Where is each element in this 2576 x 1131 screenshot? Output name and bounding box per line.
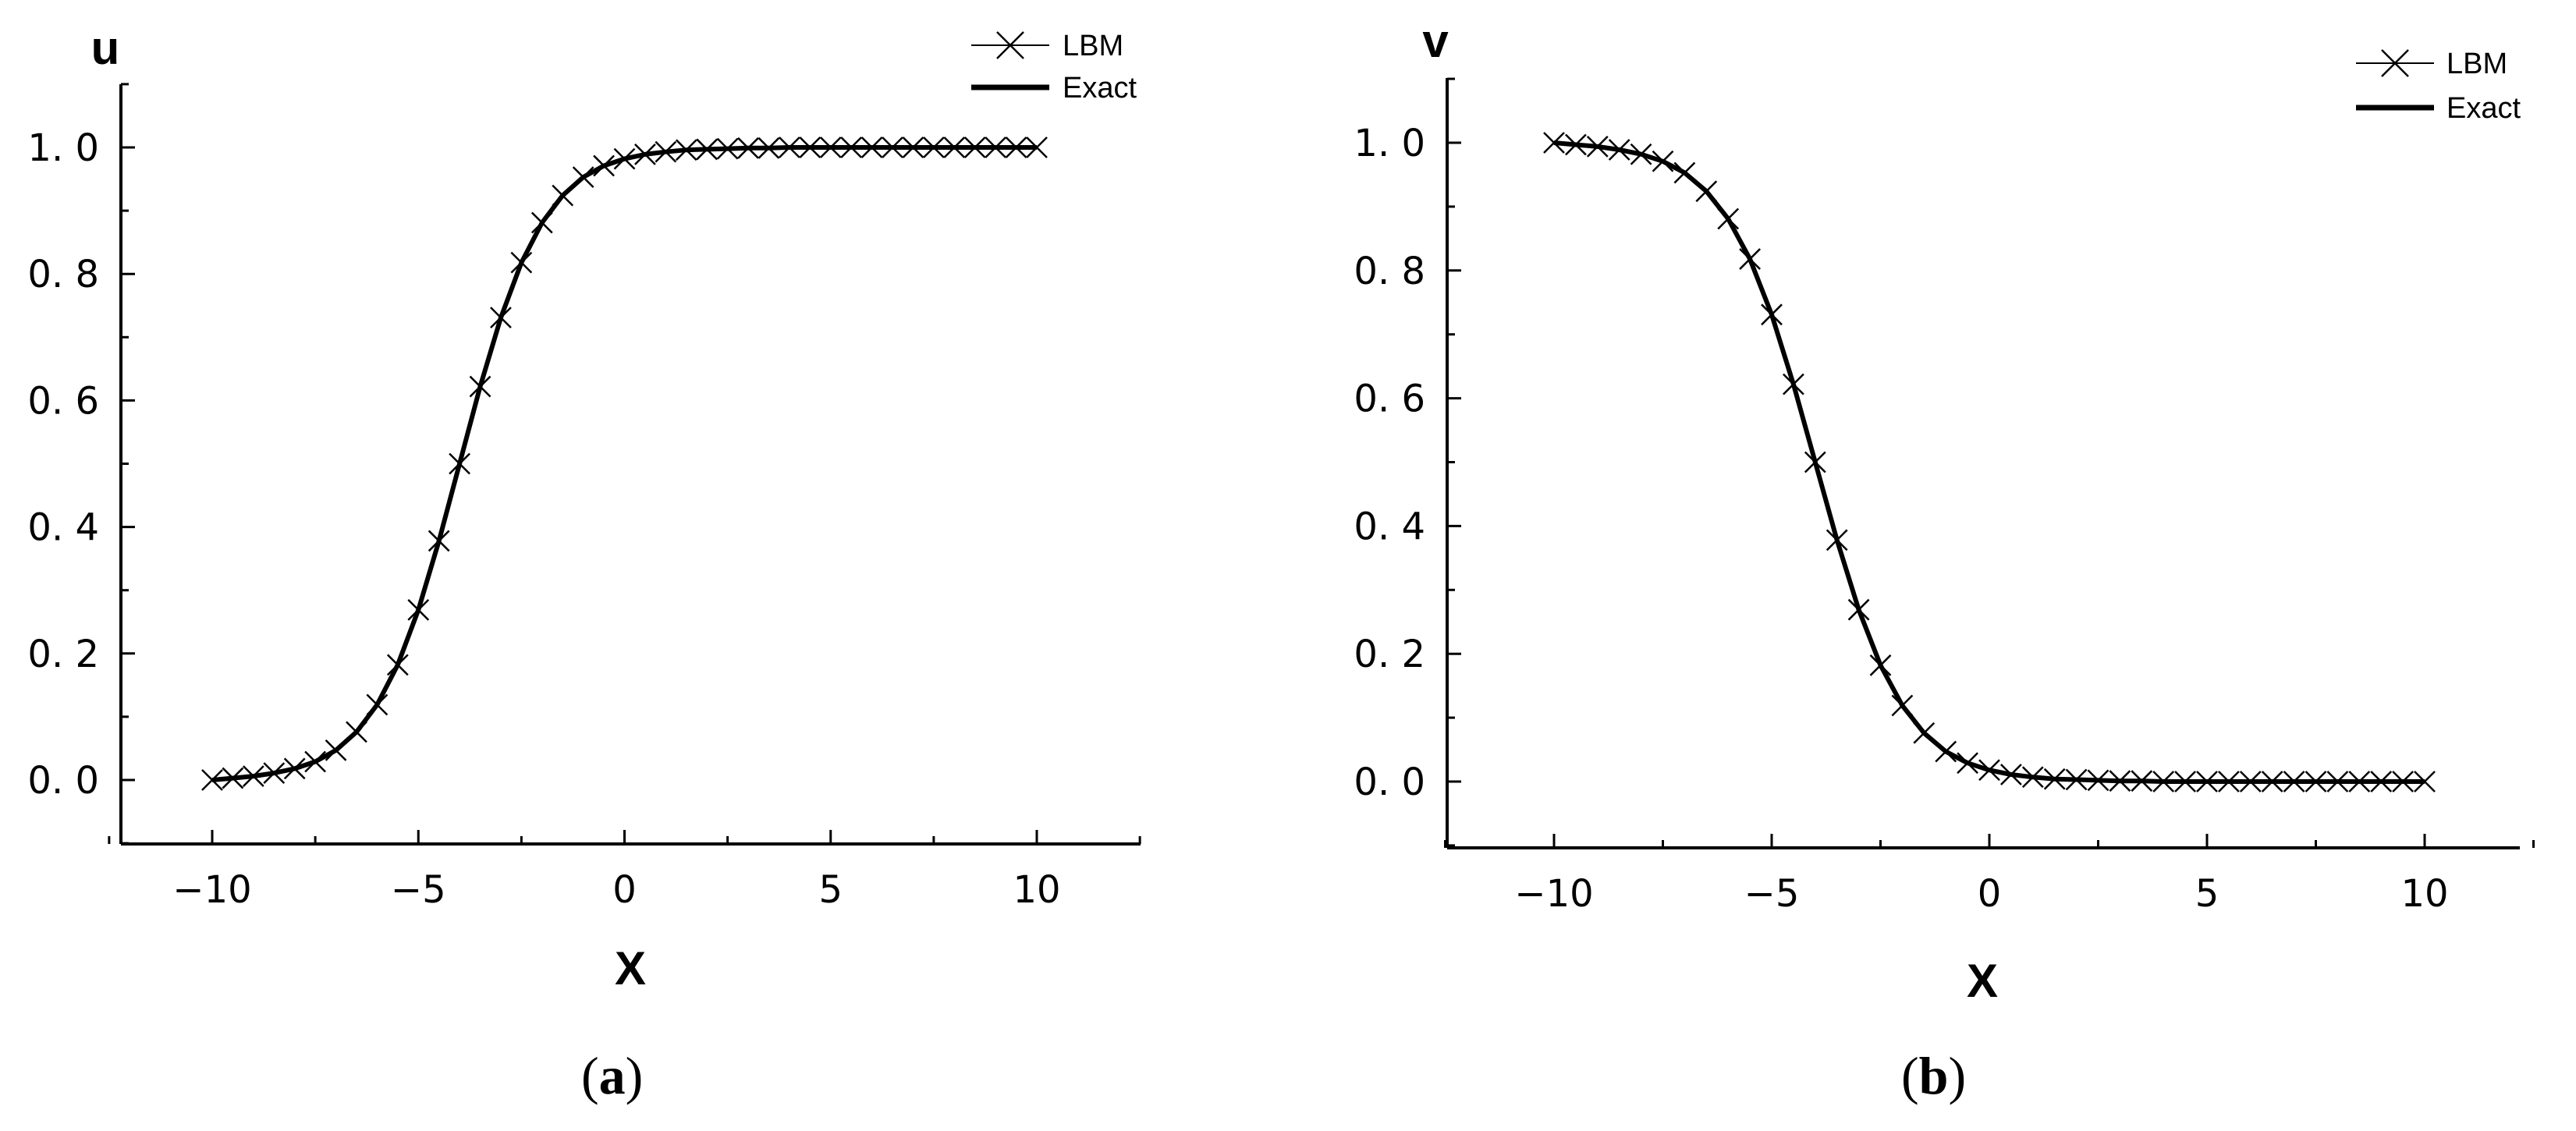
- panel-a-label: (a): [581, 1046, 643, 1105]
- panel-b-axes: [1446, 78, 2520, 849]
- panel-b-exact-line: [1553, 140, 2425, 784]
- panel-a: 0. 0 0. 2 0. 4 0. 6 0. 8 1. 0 −10 −5 0 5 10 u X LB…: [27, 22, 1141, 1105]
- panel-b-x-tick-label: −10: [1514, 872, 1593, 916]
- panel-b-x-tick-label: 10: [2400, 872, 2448, 916]
- panel-b-label: (b): [1901, 1046, 1966, 1105]
- panel-a-y-tick-label: 0. 4: [27, 506, 99, 550]
- panel-b-y-tick-label: 0. 6: [1354, 378, 1425, 421]
- panel-b-plot: [1543, 132, 2436, 792]
- panel-b-y-tick-label: 0. 8: [1354, 250, 1425, 293]
- panel-a-y-tick-label: 0. 8: [27, 253, 99, 296]
- panel-a-legend-lbm-label: LBM: [1063, 30, 1123, 62]
- panel-a-x-tick-label: 5: [818, 868, 843, 912]
- panel-a-x-tick-label: 10: [1013, 868, 1060, 912]
- panel-b-legend-lbm-label: LBM: [2446, 48, 2507, 80]
- panel-b-x-tick-label: −5: [1744, 872, 1800, 916]
- panel-b-y-tick-label: 0. 2: [1354, 633, 1425, 676]
- panel-a-plot: [201, 136, 1048, 791]
- panel-a-x-axis-title: X: [615, 942, 646, 994]
- panel-b-x-axis-title: X: [1967, 955, 1998, 1007]
- panel-a-legend: LBM Exact: [971, 30, 1137, 105]
- panel-a-y-tick-label: 0. 2: [27, 633, 99, 676]
- panel-a-legend-exact-label: Exact: [1063, 72, 1137, 105]
- panel-b-lbm-line: [1553, 142, 2425, 782]
- panel-b: 0. 0 0. 2 0. 4 0. 6 0. 8 1. 0 −10 −5 0 5 10 v X LB…: [1354, 15, 2535, 1105]
- panel-b-legend-lbm-marker: [2381, 49, 2409, 77]
- panel-a-y-tick-label: 0. 0: [27, 759, 99, 803]
- panel-b-y-axis-title: v: [1422, 15, 1449, 67]
- panel-a-ticks: 0. 0 0. 2 0. 4 0. 6 0. 8 1. 0 −10 −5 0 5 10: [27, 83, 1141, 912]
- panel-b-ticks: 0. 0 0. 2 0. 4 0. 6 0. 8 1. 0 −10 −5 0 5 10: [1354, 77, 2535, 916]
- panel-b-x-tick-label: 5: [2195, 872, 2219, 916]
- panel-b-x-tick-label: 0: [1978, 872, 2002, 916]
- panel-a-axes: [119, 84, 1141, 846]
- panel-b-y-tick-label: 1. 0: [1354, 122, 1425, 165]
- panel-a-legend-lbm-marker: [996, 31, 1024, 59]
- panel-a-y-axis-title: u: [91, 22, 120, 74]
- panel-b-legend-exact-label: Exact: [2446, 92, 2521, 125]
- panel-b-y-tick-label: 0. 0: [1354, 760, 1425, 804]
- panel-a-x-tick-label: −10: [172, 868, 251, 912]
- panel-b-legend: LBM Exact: [2356, 48, 2521, 125]
- panel-a-x-tick-label: 0: [612, 868, 637, 912]
- panel-a-exact-line: [211, 145, 1037, 782]
- panel-a-lbm-line: [211, 147, 1037, 781]
- panel-a-x-tick-label: −5: [391, 868, 446, 912]
- panel-a-y-tick-label: 1. 0: [27, 126, 99, 170]
- panel-a-y-tick-label: 0. 6: [27, 379, 99, 423]
- panel-b-y-tick-label: 0. 4: [1354, 505, 1425, 548]
